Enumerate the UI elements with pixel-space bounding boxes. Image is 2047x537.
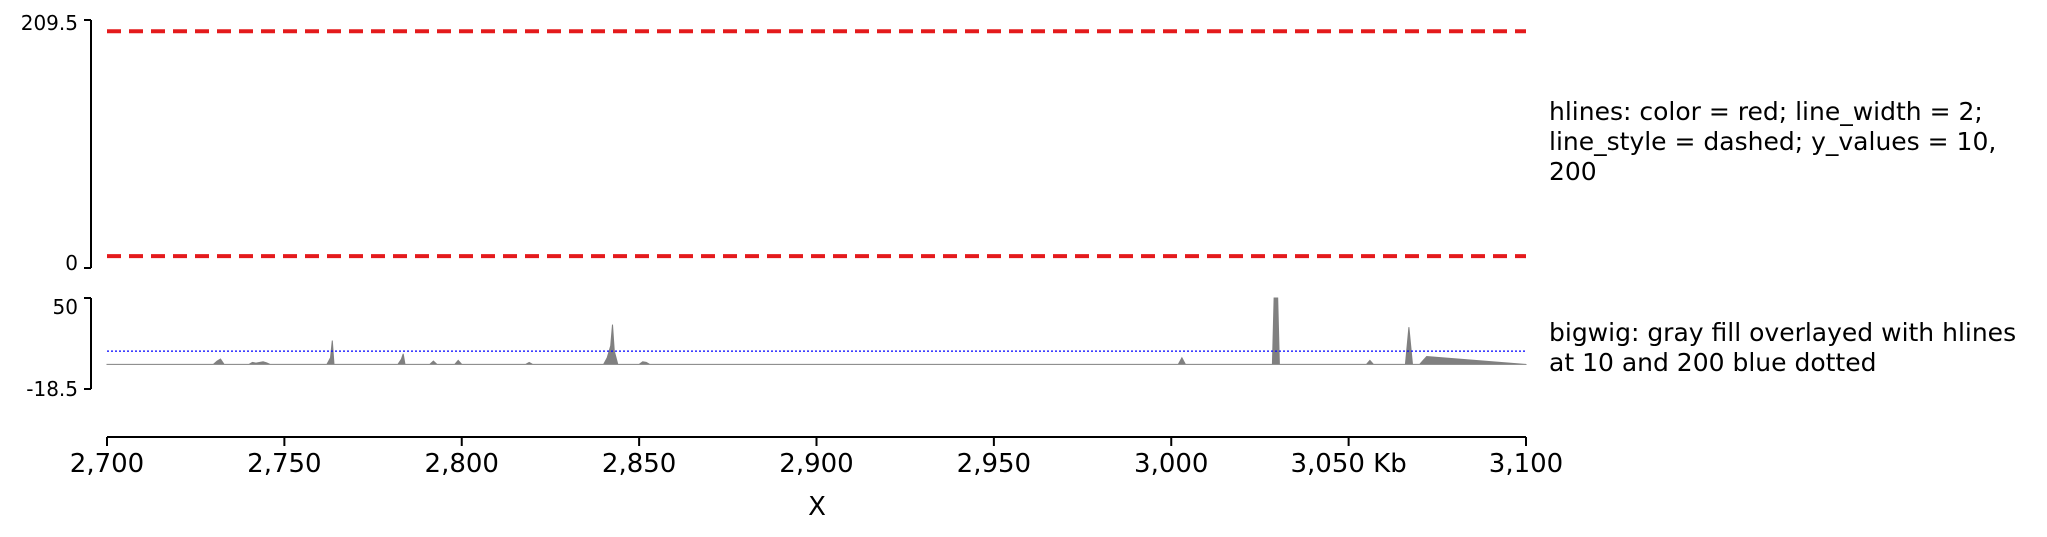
x-tick-label-2700: 2,700 bbox=[70, 449, 144, 479]
bigwig-track: 50 -18.5 bbox=[26, 295, 1527, 401]
bigwig-area bbox=[106, 297, 1527, 365]
x-tick-label-2750: 2,750 bbox=[247, 449, 321, 479]
hlines-track-label: hlines: color = red; line_width = 2; lin… bbox=[1549, 97, 1997, 186]
x-tick-label-3000: 3,000 bbox=[1134, 449, 1208, 479]
x-axis: X 2,700 2,750 2,800 2,850 2,900 2,950 3,000 3,0… bbox=[70, 436, 1563, 522]
x-tick-label-2900: 2,900 bbox=[779, 449, 853, 479]
x-tick-label-3100: 3,100 bbox=[1489, 449, 1563, 479]
x-tick-label-2800: 2,800 bbox=[425, 449, 499, 479]
hlines-y-tick-label-bottom: 0 bbox=[65, 251, 78, 275]
x-tick-label-2950: 2,950 bbox=[957, 449, 1031, 479]
x-tick-label-3050: 3,050 Kb bbox=[1290, 449, 1406, 479]
bigwig-y-tick-label-bottom: -18.5 bbox=[26, 377, 78, 401]
bigwig-y-tick-label-top: 50 bbox=[53, 295, 78, 319]
hlines-track: 209.5 0 bbox=[21, 11, 1526, 275]
bigwig-track-label: bigwig: gray fill overlayed with hlines … bbox=[1549, 318, 2017, 377]
hlines-y-tick-label-top: 209.5 bbox=[21, 11, 78, 35]
x-tick-label-2850: 2,850 bbox=[602, 449, 676, 479]
x-axis-label: X bbox=[808, 492, 826, 522]
